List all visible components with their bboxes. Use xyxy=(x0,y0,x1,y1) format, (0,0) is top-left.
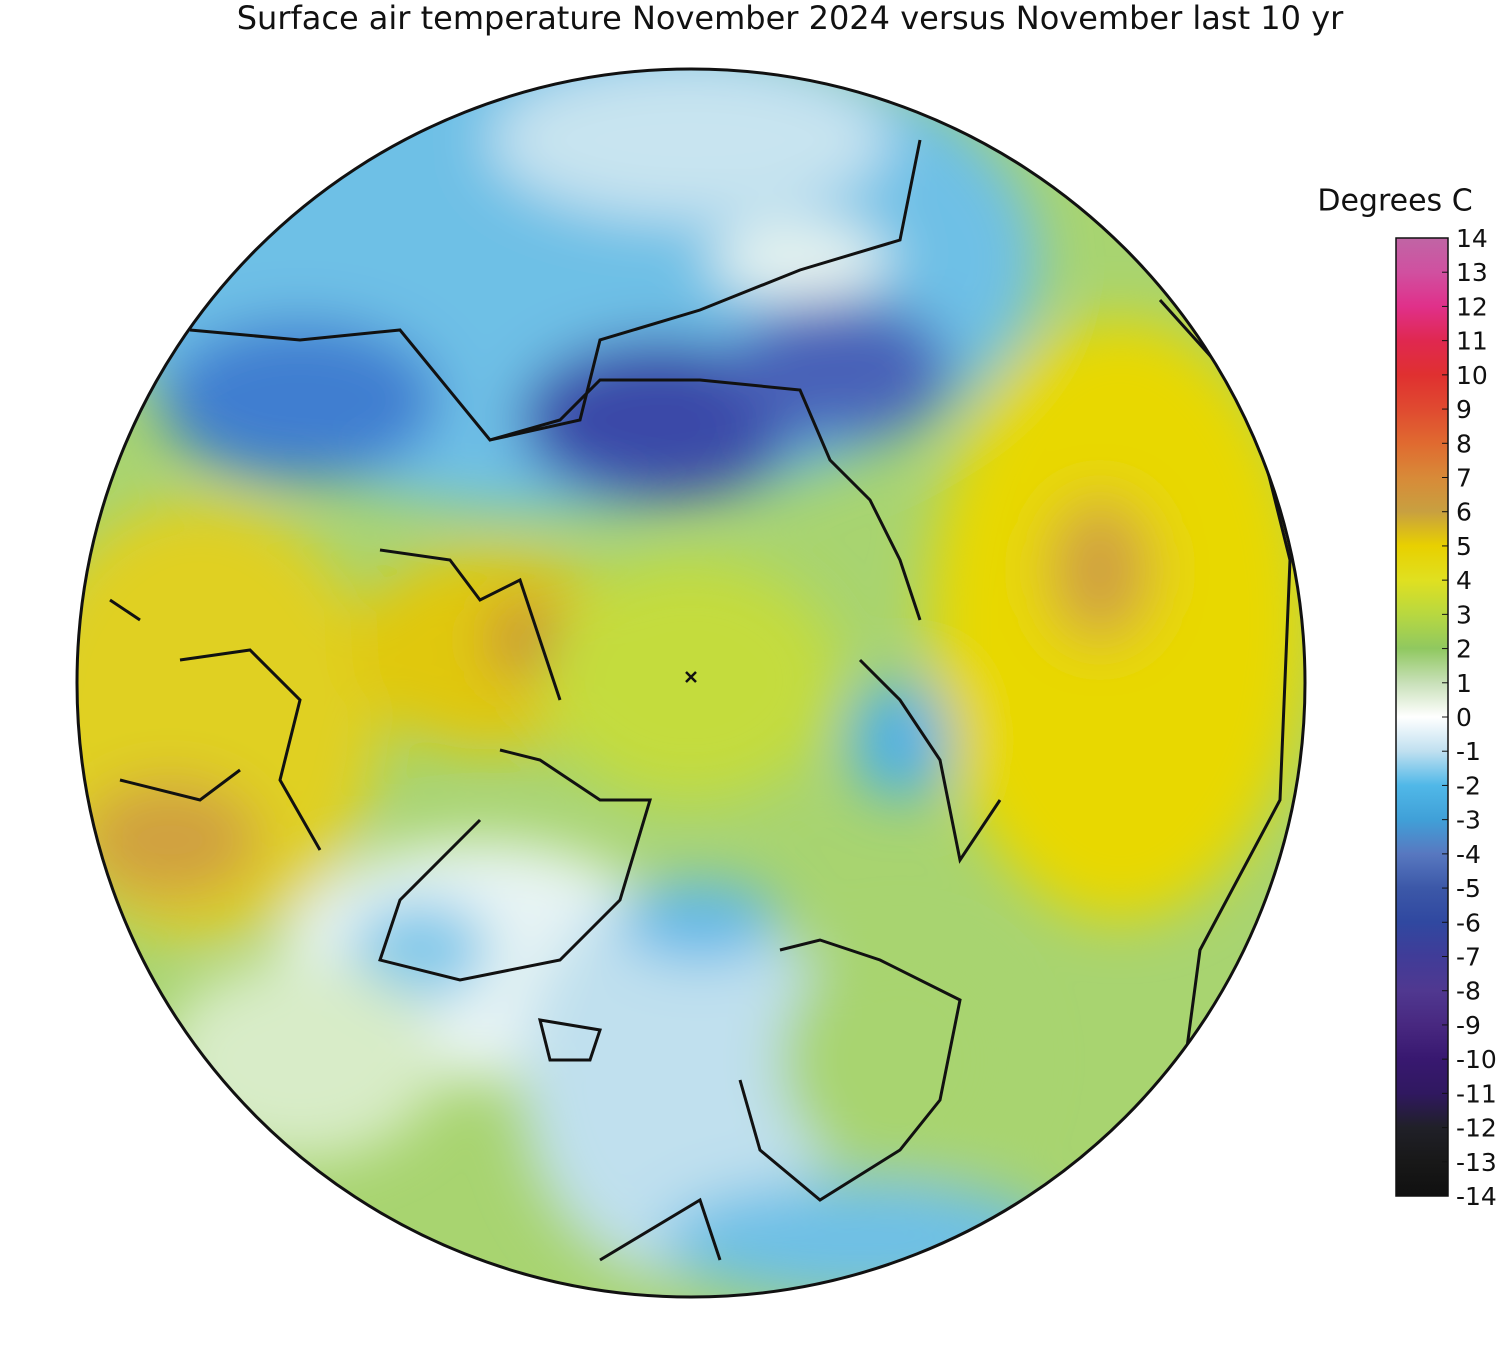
colorbar-tick-label: 3 xyxy=(1456,600,1472,629)
colorbar-tick-label: -3 xyxy=(1456,806,1481,835)
colorbar: 14131211109876543210-1-2-3-4-5-6-7-8-9-1… xyxy=(1395,224,1497,1211)
colorbar-tick-label: -14 xyxy=(1456,1182,1497,1211)
colorbar-tick-label: 13 xyxy=(1456,258,1488,287)
colorbar-tick-label: 6 xyxy=(1456,498,1472,527)
anomaly-field xyxy=(77,69,1305,1297)
colorbar-tick-label: -5 xyxy=(1456,874,1481,903)
colorbar-tick-label: 8 xyxy=(1456,429,1472,458)
colorbar-tick-label: -7 xyxy=(1456,943,1481,972)
colorbar-tick-label: -2 xyxy=(1456,771,1481,800)
colorbar-tick-label: -13 xyxy=(1456,1148,1497,1177)
colorbar-tick-label: -4 xyxy=(1456,840,1481,869)
colorbar-tick-label: 14 xyxy=(1456,224,1488,253)
colorbar-tick-label: 1 xyxy=(1456,669,1472,698)
colorbar-tick-label: -11 xyxy=(1456,1079,1497,1108)
colorbar-tick-label: 11 xyxy=(1456,327,1488,356)
pole-marker xyxy=(685,671,697,683)
colorbar-tick-label: -1 xyxy=(1456,737,1481,766)
colorbar-tick-label: 10 xyxy=(1456,361,1488,390)
colorbar-tick-label: -9 xyxy=(1456,1011,1481,1040)
colorbar-tick-label: 9 xyxy=(1456,395,1472,424)
colorbar-ramp xyxy=(1395,237,1449,1197)
colorbar-tick-label: 0 xyxy=(1456,703,1472,732)
colorbar-tick-label: 4 xyxy=(1456,566,1472,595)
map-boundary xyxy=(75,67,1307,1299)
colorbar-tick-label: -10 xyxy=(1456,1045,1497,1074)
map-title: Surface air temperature November 2024 ve… xyxy=(237,0,1344,37)
colorbar-tick-label: 12 xyxy=(1456,292,1488,321)
colorbar-tick-label: -6 xyxy=(1456,908,1481,937)
colorbar-label: Degrees C xyxy=(1317,184,1472,219)
colorbar-tick-label: 5 xyxy=(1456,532,1472,561)
colorbar-tick-label: 7 xyxy=(1456,464,1472,493)
colorbar-tick-label: -8 xyxy=(1456,977,1481,1006)
colorbar-tick-label: -12 xyxy=(1456,1114,1497,1143)
colorbar-tick-label: 2 xyxy=(1456,635,1472,664)
